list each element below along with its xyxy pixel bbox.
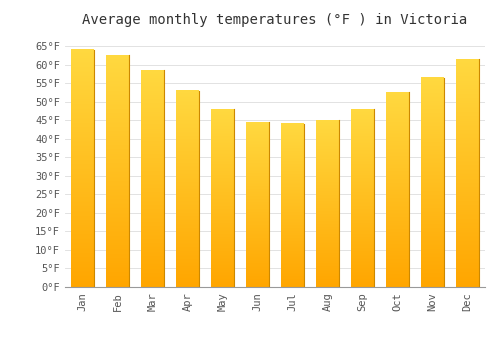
Bar [246,122,269,287]
Bar [351,109,374,287]
Bar [316,120,339,287]
Bar [141,70,164,287]
Bar [211,109,234,287]
Bar [421,78,444,287]
Bar [386,92,409,287]
Bar [71,50,94,287]
Bar [281,124,304,287]
Bar [456,59,479,287]
Bar [106,55,129,287]
Bar [176,91,199,287]
Title: Average monthly temperatures (°F ) in Victoria: Average monthly temperatures (°F ) in Vi… [82,13,468,27]
